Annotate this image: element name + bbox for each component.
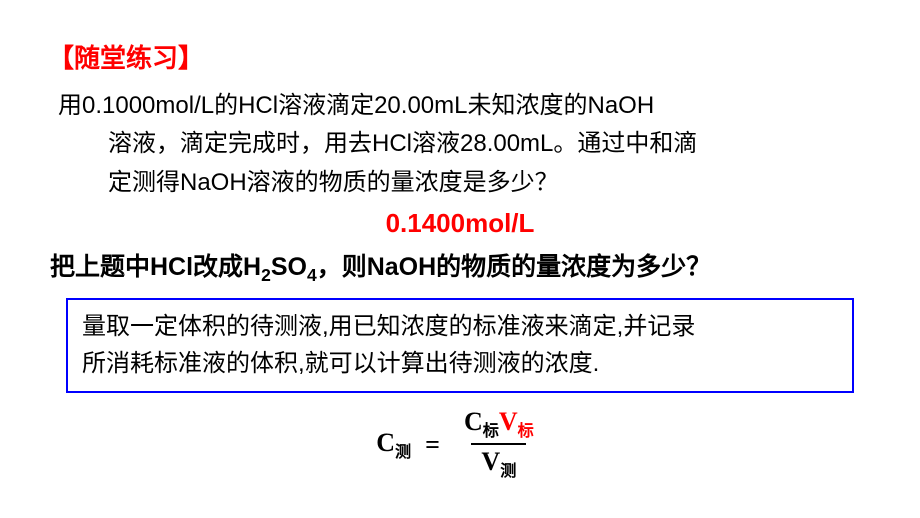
formula: C测 = C标V标 V测 [48,407,872,483]
box-line-1: 量取一定体积的待测液,用已知浓度的标准液来滴定,并记录 [82,308,838,345]
q2-prefix: 把上题中HCl改成H [50,253,261,281]
answer-value: 0.1400mol/L [48,208,872,239]
num-v-sub: 标 [518,422,534,440]
problem-line-3: 定测得NaOH溶液的物质的量浓度是多少？ [58,164,872,202]
fraction-numerator: C标V标 [454,407,544,443]
lhs-sub: 测 [395,443,411,461]
num-v: V [499,407,518,436]
den-v-sub: 测 [500,462,516,480]
q2-sub2: 4 [307,265,317,285]
formula-lhs: C测 [376,428,411,462]
q2-suffix: ，则NaOH的物质的量浓度为多少？ [317,253,711,281]
problem-line-1: 用0.1000mol/L的HCl溶液滴定20.00mL未知浓度的NaOH [58,87,872,125]
followup-question: 把上题中HCl改成H2SO4，则NaOH的物质的量浓度为多少？ [48,247,872,286]
box-line-2: 所消耗标准液的体积,就可以计算出待测液的浓度. [82,345,838,382]
formula-equals: = [425,430,440,460]
q2-mid: SO [271,253,307,281]
den-v: V [481,447,500,476]
num-c: C [464,407,483,436]
lhs-c: C [376,428,395,457]
num-c-sub: 标 [483,422,499,440]
q2-sub1: 2 [261,265,271,285]
problem-line-2: 溶液，滴定完成时，用去HCl溶液28.00mL。通过中和滴 [58,125,872,163]
formula-fraction: C标V标 V测 [454,407,544,483]
problem-text: 用0.1000mol/L的HCl溶液滴定20.00mL未知浓度的NaOH 溶液，… [48,87,872,202]
explanation-box: 量取一定体积的待测液,用已知浓度的标准液来滴定,并记录 所消耗标准液的体积,就可… [66,298,854,392]
section-header: 【随堂练习】 [48,38,872,75]
fraction-denominator: V测 [471,443,526,483]
